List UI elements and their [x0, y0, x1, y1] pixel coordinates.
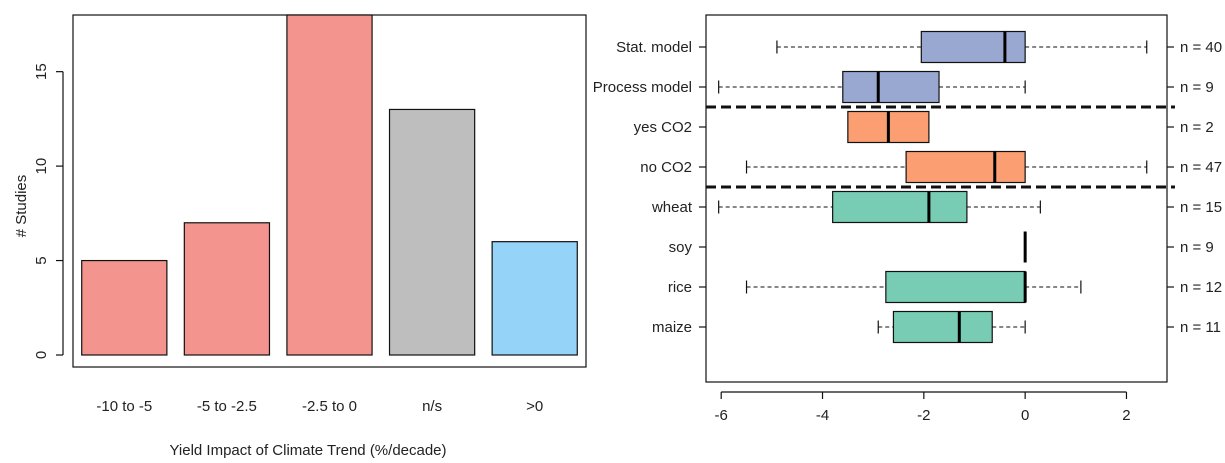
x-tick-label: -5 to -2.5 — [197, 398, 257, 415]
row-label: Stat. model — [616, 39, 692, 56]
bar — [81, 259, 168, 356]
x-tick-label: n/s — [422, 398, 442, 415]
box-row — [847, 110, 930, 144]
row-label: wheat — [651, 199, 693, 216]
sample-size-label: n = 9 — [1180, 239, 1214, 256]
sample-size-label: n = 2 — [1180, 119, 1214, 136]
x-tick-label: 2 — [1122, 407, 1130, 424]
y-tick-label: 5 — [33, 256, 50, 264]
box — [920, 30, 1026, 64]
row-label: maize — [652, 319, 692, 336]
box-row — [718, 190, 1041, 224]
boxplot-boxes — [718, 30, 1148, 344]
boxplot-panel: Stat. model Process model yes CO2 no CO2 whe… — [593, 14, 1222, 424]
boxplot-row-labels: Stat. model Process model yes CO2 no CO2 whe… — [593, 39, 706, 336]
row-label: no CO2 — [640, 159, 692, 176]
y-tick-label: 10 — [33, 158, 50, 175]
box-row — [718, 70, 1026, 104]
row-label: soy — [669, 239, 693, 256]
sample-size-label: n = 40 — [1180, 39, 1222, 56]
bar-chart-bars — [81, 14, 578, 356]
bar-chart-y-axis: 0 5 10 15 — [33, 63, 64, 359]
sample-size-label: n = 11 — [1180, 319, 1221, 336]
bar-chart-x-tick-labels: -10 to -5 -5 to -2.5 -2.5 to 0 n/s >0 — [96, 398, 543, 415]
box-row — [745, 270, 1082, 304]
y-tick-label: 15 — [33, 63, 50, 80]
box-row — [877, 310, 1026, 344]
box-row — [776, 30, 1148, 64]
sample-size-label: n = 15 — [1180, 199, 1222, 216]
boxplot-group-separators — [706, 105, 1175, 189]
bar-chart-panel: 0 5 10 15 -10 to -5 -5 to -2.5 -2.5 to 0 n/s >0… — [13, 14, 587, 459]
x-tick-label: >0 — [526, 398, 543, 415]
sample-size-label: n = 12 — [1180, 279, 1222, 296]
x-tick-label: -2.5 to 0 — [302, 398, 357, 415]
bar — [491, 241, 578, 356]
row-label: Process model — [593, 79, 692, 96]
boxplot-frame — [705, 14, 1168, 383]
boxplot-x-axis: -6 -4 -2 0 2 — [715, 391, 1131, 424]
x-tick-label: -10 to -5 — [96, 398, 152, 415]
box — [905, 150, 1026, 184]
bar-chart-x-axis-title: Yield Impact of Climate Trend (%/decade) — [169, 442, 446, 459]
x-tick-label: -4 — [816, 407, 829, 424]
bar — [388, 108, 476, 356]
x-tick-label: -6 — [715, 407, 728, 424]
bar — [183, 222, 271, 356]
bar — [286, 14, 373, 356]
box — [892, 310, 993, 344]
box — [842, 70, 940, 104]
boxplot-sample-size-labels: n = 40 n = 9 n = 2 n = 47 n = 15 n = 9 n = 12 n… — [1167, 39, 1222, 336]
x-tick-label: 0 — [1021, 407, 1029, 424]
y-tick-label: 0 — [33, 351, 50, 359]
row-label: rice — [668, 279, 692, 296]
box — [832, 190, 968, 224]
x-tick-label: -2 — [917, 407, 930, 424]
sample-size-label: n = 9 — [1180, 79, 1214, 96]
sample-size-label: n = 47 — [1180, 159, 1222, 176]
box — [885, 270, 1026, 304]
row-label: yes CO2 — [634, 119, 692, 136]
bar-chart-y-axis-title: # Studies — [13, 175, 30, 238]
box-row — [745, 150, 1148, 184]
